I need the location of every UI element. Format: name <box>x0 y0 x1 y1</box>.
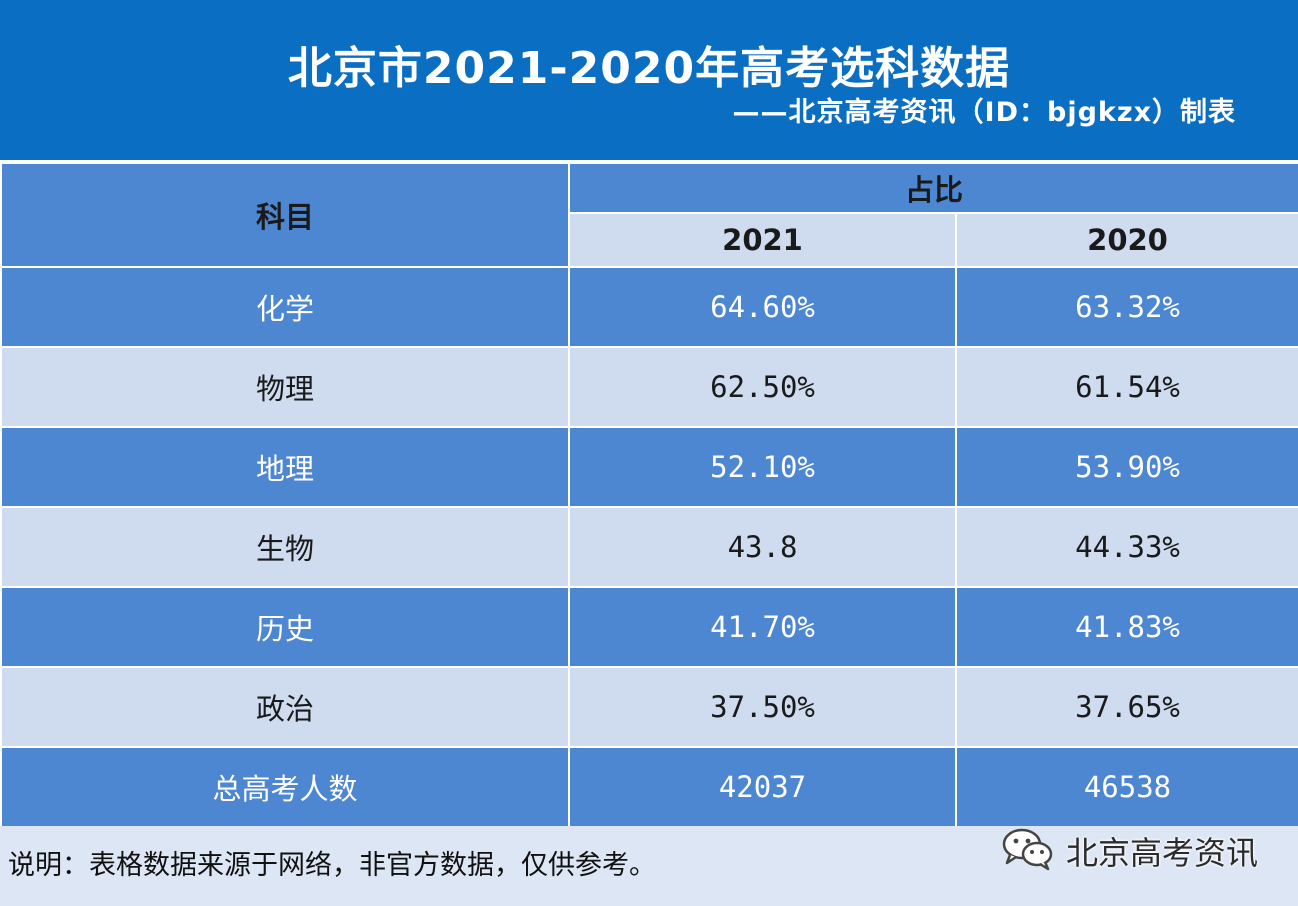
value-2021-cell: 37.50% <box>568 666 957 748</box>
value-2020-cell: 61.54% <box>954 346 1298 428</box>
value-2020-cell: 44.33% <box>954 506 1298 588</box>
value-2020-cell: 63.32% <box>954 266 1298 348</box>
value-2020-cell: 41.83% <box>954 586 1298 668</box>
value-2020-cell: 53.90% <box>954 426 1298 508</box>
brand-watermark: 北京高考资讯 <box>1000 826 1258 876</box>
subject-cell: 历史 <box>0 586 570 668</box>
value-2021-cell: 52.10% <box>568 426 957 508</box>
table-row: 化学 64.60% 63.32% <box>0 266 1298 348</box>
subject-cell: 生物 <box>0 506 570 588</box>
page-title: 北京市2021-2020年高考选科数据 <box>287 43 1011 94</box>
value-2020-cell: 46538 <box>954 746 1298 828</box>
subject-cell: 化学 <box>0 266 570 348</box>
subject-selection-table: 科目 占比 2021 2020 化学 64.60% 63.32% 物理 62.5… <box>0 162 1298 828</box>
subject-cell: 总高考人数 <box>0 746 570 828</box>
table-row: 生物 43.8 44.33% <box>0 506 1298 588</box>
brand-name: 北京高考资讯 <box>1065 834 1258 872</box>
value-2021-cell: 43.8 <box>568 506 957 588</box>
year-header-2021: 2021 <box>568 212 957 268</box>
subject-cell: 政治 <box>0 666 570 748</box>
table-row: 政治 37.50% 37.65% <box>0 666 1298 748</box>
footer-bar <box>0 826 1298 906</box>
subject-cell: 物理 <box>0 346 570 428</box>
total-examinees-row: 总高考人数 42037 46538 <box>0 746 1298 828</box>
page-subtitle: ——北京高考资讯（ID：bjgkzx）制表 <box>732 97 1236 128</box>
value-2021-cell: 64.60% <box>568 266 957 348</box>
year-header-2020: 2020 <box>954 212 1298 268</box>
value-2021-cell: 41.70% <box>568 586 957 668</box>
title-banner: 北京市2021-2020年高考选科数据 ——北京高考资讯（ID：bjgkzx）制… <box>0 0 1298 160</box>
value-2021-cell: 42037 <box>568 746 957 828</box>
value-2020-cell: 37.65% <box>954 666 1298 748</box>
value-2021-cell: 62.50% <box>568 346 957 428</box>
disclaimer-note: 说明：表格数据来源于网络，非官方数据，仅供参考。 <box>8 850 656 881</box>
subject-cell: 地理 <box>0 426 570 508</box>
subject-column-header: 科目 <box>0 162 570 268</box>
table-row: 地理 52.10% 53.90% <box>0 426 1298 508</box>
table-row: 历史 41.70% 41.83% <box>0 586 1298 668</box>
ratio-column-header: 占比 <box>567 162 1298 214</box>
wechat-icon <box>1000 826 1056 876</box>
table-row: 物理 62.50% 61.54% <box>0 346 1298 428</box>
